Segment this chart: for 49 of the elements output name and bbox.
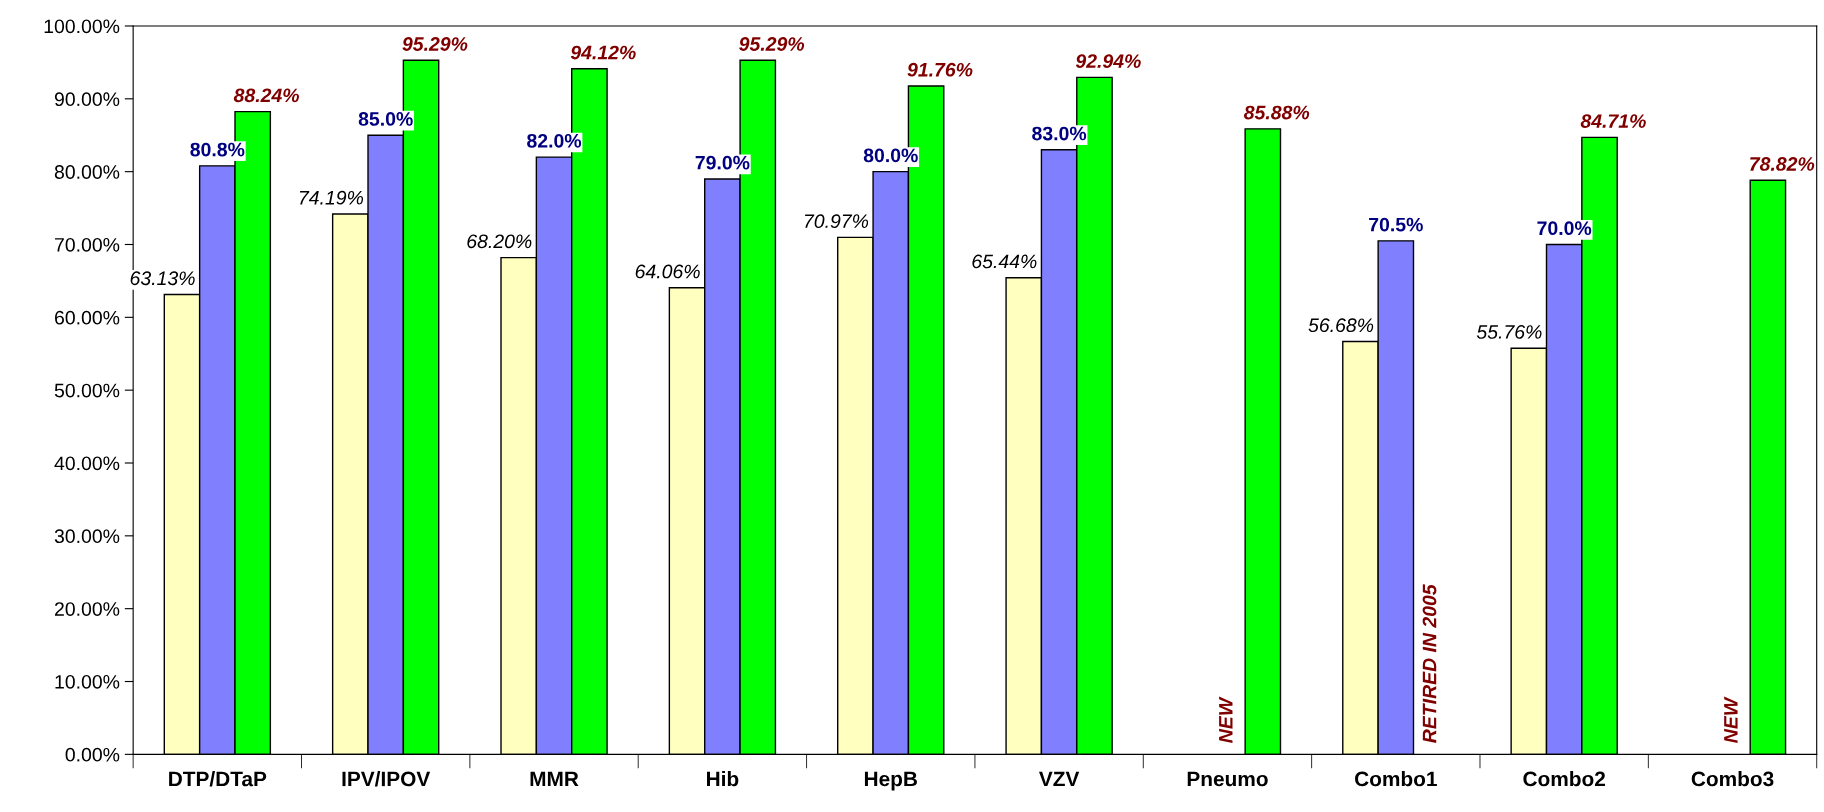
- data-label: 95.29%: [402, 37, 468, 51]
- data-label: 79.0%: [695, 155, 750, 170]
- y-tick-label: 0.00%: [65, 747, 120, 762]
- y-tick-label: 40.00%: [54, 456, 120, 471]
- y-tick-label: 20.00%: [54, 602, 120, 616]
- y-tick-label: 60.00%: [55, 310, 120, 325]
- x-tick-label: VZV: [1038, 771, 1080, 787]
- y-tick-label: 50.00%: [54, 383, 120, 398]
- data-label: 64.06%: [635, 264, 700, 279]
- y-tick-label: 30.00%: [54, 529, 120, 544]
- data-label: 85.88%: [1243, 105, 1310, 120]
- data-label: 74.19%: [299, 190, 364, 205]
- x-tick-label: Combo2: [1523, 771, 1606, 787]
- data-label: 80.8%: [190, 142, 245, 157]
- x-tick-label: Hib: [707, 771, 739, 787]
- annotation: RETIRED IN 2005: [1422, 584, 1437, 743]
- x-tick-label: HepB: [864, 771, 918, 791]
- data-label: 68.20%: [467, 234, 532, 249]
- data-label: 91.76%: [907, 62, 973, 77]
- x-tick-label: Pneumo: [1187, 771, 1268, 787]
- x-tick-label: IPV/IPOV: [342, 771, 431, 787]
- data-label: 92.94%: [1075, 54, 1141, 69]
- x-tick-label: Combo3: [1691, 771, 1774, 787]
- data-label: 55.76%: [1476, 325, 1542, 339]
- data-label: 70.97%: [804, 214, 869, 229]
- x-tick-label: Combo1: [1355, 771, 1437, 787]
- annotation: NEW: [1219, 696, 1233, 743]
- data-label: 56.68%: [1308, 318, 1374, 333]
- data-label: 88.24%: [233, 88, 300, 103]
- y-tick-label: 70.00%: [55, 237, 120, 252]
- y-tick-label: 100.00%: [44, 19, 120, 34]
- y-tick-label: 10.00%: [55, 674, 120, 689]
- annotation: NEW: [1724, 696, 1738, 743]
- data-label: 70.0%: [1537, 221, 1592, 236]
- data-label: 82.0%: [527, 133, 582, 148]
- data-label: 63.13%: [130, 271, 195, 286]
- data-label: 80.0%: [863, 148, 918, 163]
- data-label: 70.5%: [1369, 217, 1423, 232]
- x-tick-label: DTP/DTaP: [169, 771, 267, 787]
- data-label: 65.44%: [972, 254, 1037, 269]
- data-label: 78.82%: [1750, 157, 1815, 171]
- data-label: 94.12%: [570, 45, 636, 60]
- data-label: 84.71%: [1580, 114, 1646, 128]
- x-tick-label: MMR: [530, 771, 579, 787]
- y-tick-label: 80.00%: [54, 165, 120, 179]
- y-tick-label: 90.00%: [54, 92, 120, 107]
- data-label: 83.0%: [1032, 126, 1087, 141]
- data-label: 95.29%: [739, 37, 805, 51]
- data-label: 85.0%: [358, 112, 413, 126]
